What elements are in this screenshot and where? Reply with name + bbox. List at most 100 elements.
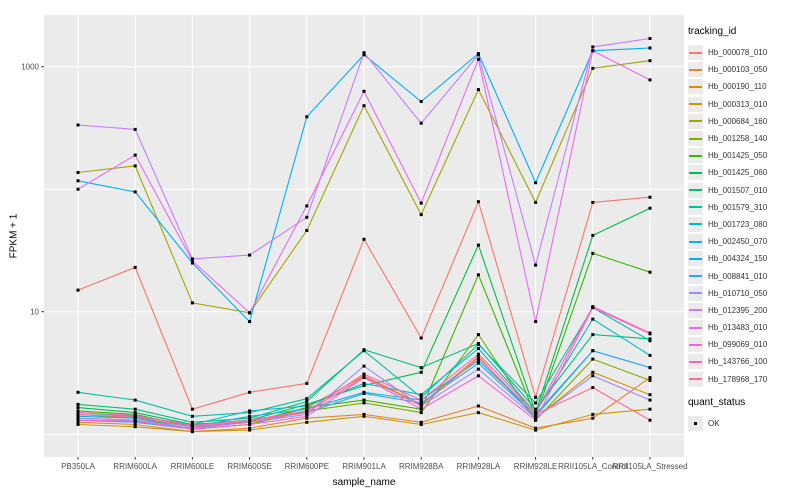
data-point	[133, 153, 137, 157]
legend-key-line-icon	[689, 137, 702, 140]
data-point	[305, 402, 309, 406]
legend-label: Hb_008841_010	[708, 271, 768, 281]
data-point	[133, 419, 137, 423]
data-point	[362, 53, 366, 57]
data-point	[190, 257, 194, 261]
data-point	[248, 409, 252, 413]
data-point	[305, 381, 309, 385]
data-point	[648, 398, 652, 402]
data-point	[190, 414, 194, 418]
legend-item: Hb_010710_050	[688, 285, 800, 302]
data-point	[362, 412, 366, 416]
data-point	[534, 414, 538, 418]
data-point	[648, 378, 652, 382]
data-point	[76, 187, 80, 191]
data-point	[305, 409, 309, 413]
legend-item: Hb_001258_140	[688, 130, 800, 147]
data-point	[591, 333, 595, 337]
legend-key-line-icon	[689, 68, 702, 71]
data-point	[591, 49, 595, 53]
data-point	[648, 46, 652, 50]
legend-item: Hb_001425_060	[688, 164, 800, 181]
quant-legend-title: quant_status	[688, 396, 746, 408]
data-point	[648, 59, 652, 63]
data-point	[190, 430, 194, 434]
legend-item: Hb_001425_050	[688, 147, 800, 164]
legend-label: Hb_001258_140	[708, 134, 768, 144]
legend-key-line-icon	[689, 240, 702, 243]
legend-label: Hb_001507_010	[708, 185, 768, 195]
data-point	[248, 320, 252, 324]
data-point	[76, 412, 80, 416]
data-point	[591, 305, 595, 309]
data-point	[591, 233, 595, 237]
data-point	[305, 115, 309, 119]
data-point	[476, 352, 480, 356]
legend-key-line-icon	[689, 257, 702, 260]
data-point	[248, 419, 252, 423]
data-point	[648, 331, 652, 335]
data-point	[362, 398, 366, 402]
data-point	[591, 200, 595, 204]
legend-key-line-icon	[689, 360, 702, 363]
x-axis-title: sample_name	[332, 477, 396, 488]
x-tick-label: RRII105LA_Control	[558, 462, 628, 471]
data-point	[419, 121, 423, 125]
legend-key	[688, 216, 703, 232]
data-point	[362, 401, 366, 405]
legend-label: Hb_013483_010	[708, 323, 768, 333]
data-point	[476, 343, 480, 346]
data-point	[76, 123, 80, 127]
legend-key	[688, 268, 703, 284]
data-point	[133, 407, 137, 411]
data-point	[133, 414, 137, 417]
legend-item: Hb_000190_110	[688, 78, 800, 95]
data-point	[76, 418, 80, 422]
data-point	[248, 411, 252, 415]
data-point	[591, 370, 595, 374]
data-point	[476, 53, 480, 57]
legend-label: Hb_000190_110	[708, 82, 767, 92]
x-tick-label: RRIM928BA	[399, 462, 444, 471]
data-point	[419, 393, 423, 397]
data-point	[76, 406, 80, 410]
data-point	[534, 426, 538, 430]
legend-label: Hb_001425_060	[708, 168, 768, 178]
data-point	[419, 407, 423, 411]
legend-label: Hb_000103_050	[708, 65, 768, 75]
data-point	[305, 407, 309, 411]
data-point	[362, 349, 366, 353]
legend-key-line-icon	[689, 51, 702, 54]
legend-key-line-icon	[689, 343, 702, 346]
legend-key	[688, 148, 703, 164]
data-point	[591, 349, 595, 353]
data-point	[476, 273, 480, 277]
legend-item: Hb_012395_200	[688, 302, 800, 319]
x-tick-label: RRIM600LE	[171, 462, 215, 471]
data-point	[133, 164, 137, 168]
data-point	[534, 418, 538, 422]
data-point	[476, 356, 480, 360]
legend-key	[688, 337, 703, 353]
data-point	[476, 333, 480, 337]
data-point	[362, 381, 366, 385]
data-point	[591, 357, 595, 361]
legend-key	[688, 62, 703, 78]
x-tick-label: PB350LA	[61, 462, 95, 471]
x-tick-label: RRII105LA_Stressed	[612, 462, 687, 471]
data-point	[648, 337, 652, 341]
legend-label: Hb_001579_310	[708, 202, 768, 212]
data-point	[305, 416, 309, 420]
data-point	[534, 401, 538, 405]
data-point	[648, 195, 652, 199]
quant-legend-key	[688, 415, 703, 431]
legend-label: Hb_000078_010	[708, 48, 768, 58]
data-point	[190, 301, 194, 305]
data-point	[248, 253, 252, 257]
legend-label: Hb_012395_200	[708, 305, 768, 315]
data-point	[305, 404, 309, 408]
data-point	[248, 428, 252, 432]
legend-key-line-icon	[689, 378, 702, 381]
data-point	[76, 288, 80, 292]
data-point	[305, 414, 309, 418]
